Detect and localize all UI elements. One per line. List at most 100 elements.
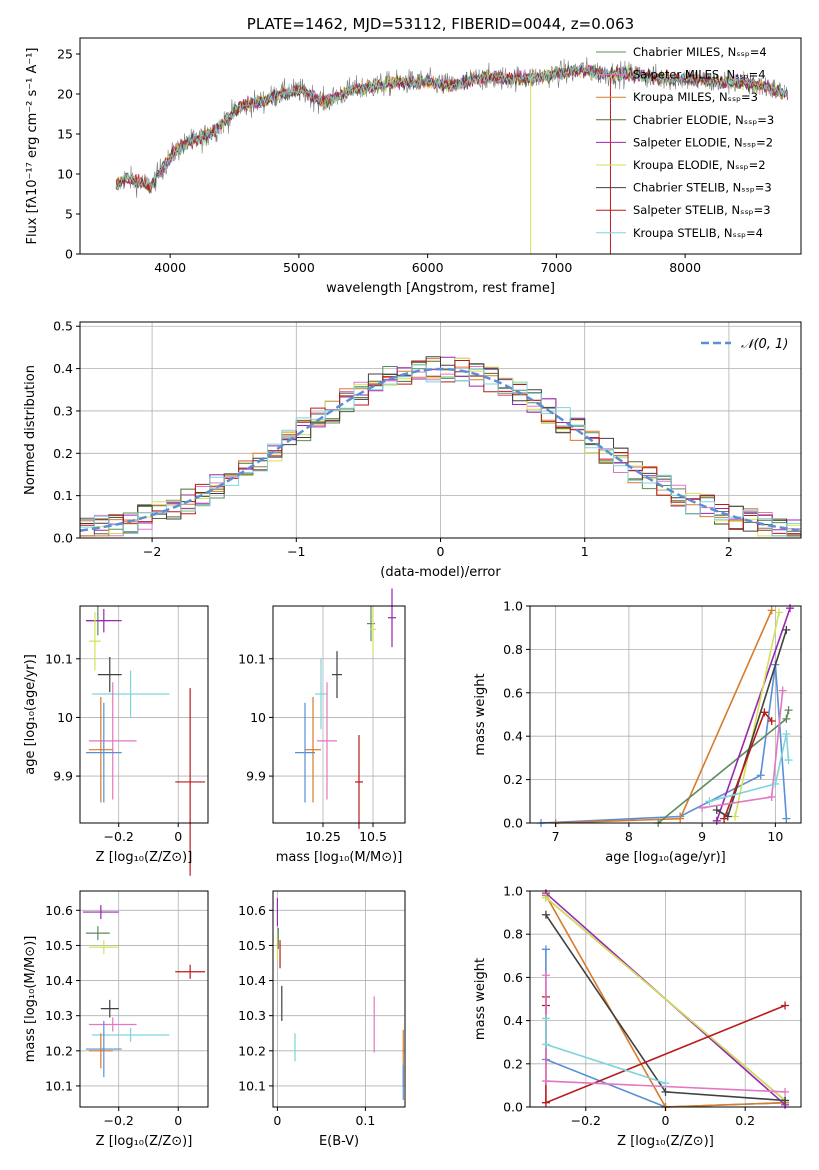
y-tick-label: 0.2 (503, 1056, 523, 1071)
plus-marker (782, 625, 791, 634)
y-axis-label: age [log₁₀(age/yr)] (23, 654, 38, 775)
error-bar-point (88, 611, 101, 671)
y-tick-label: 1.0 (503, 599, 523, 614)
error-bar-point (370, 606, 376, 653)
legend-label: Salpeter ELODIE, Nₛₛₚ=2 (633, 135, 773, 149)
y-tick-label: 10.1 (238, 1078, 266, 1093)
weight-line (540, 664, 788, 824)
plot-area-residuals (79, 356, 802, 537)
y-tick-label: 10.3 (238, 1008, 266, 1023)
x-tick-label: 10.25 (305, 829, 341, 844)
x-axis-label: Z [log₁₀(Z/Z⊙)] (617, 1134, 714, 1149)
x-tick-label: 0.2 (735, 1113, 755, 1128)
error-bar-point (82, 905, 119, 920)
plus-marker (784, 756, 793, 765)
x-axis-label: (data-model)/error (380, 565, 501, 580)
gaussian-line (79, 367, 802, 532)
axes-age_vs_Z: −0.2 0 9.9 10 10.1 Z [log₁₀(Z/Z⊙)] age [log₁₀(… (23, 605, 209, 876)
plus-marker (541, 1014, 550, 1023)
plus-marker (781, 1087, 790, 1096)
error-bar-point (305, 696, 321, 803)
error-bar-point (88, 940, 119, 955)
plot-area-spectrum (115, 57, 789, 254)
error-bar-point (175, 688, 206, 876)
plus-marker (784, 706, 793, 715)
x-tick-label: −1 (287, 544, 305, 559)
y-tick-label: 10.1 (238, 651, 266, 666)
plus-marker (786, 604, 795, 613)
x-tick-label: 5000 (283, 260, 315, 275)
error-bar-point (85, 608, 122, 633)
error-bar-point (85, 1020, 122, 1078)
x-axis-label: Z [log₁₀(Z/Z⊙)] (96, 850, 193, 865)
axes-mass_vs_Z: −0.2 0 10.1 10.2 10.3 10.4 10.5 10.6 Z [log₁₀(Z/… (23, 890, 209, 1149)
x-tick-label: 7000 (540, 260, 572, 275)
weight-line (734, 612, 780, 817)
legend-label: Kroupa MILES, Nₛₛₚ=3 (633, 90, 758, 104)
y-tick-label: 0.0 (53, 531, 73, 546)
x-axis-label: Z [log₁₀(Z/Z⊙)] (96, 1134, 193, 1149)
plus-marker (541, 1098, 550, 1107)
x-tick-label: 10 (767, 829, 783, 844)
plus-marker (756, 771, 765, 780)
x-tick-label: 10.5 (359, 829, 387, 844)
x-tick-label: 7 (552, 829, 560, 844)
error-bar-point (88, 682, 137, 800)
plus-marker (541, 1040, 550, 1049)
plus-marker (541, 910, 550, 919)
y-tick-label: 10.2 (238, 1043, 266, 1058)
y-axis-label: mass weight (473, 673, 488, 755)
plus-marker (782, 714, 791, 723)
x-tick-label: −0.2 (104, 829, 134, 844)
y-tick-label: 15 (57, 127, 73, 142)
y-tick-label: 0.1 (53, 488, 73, 503)
plus-marker (541, 1077, 550, 1086)
plus-marker (778, 686, 787, 695)
legend-label: Kroupa STELIB, Nₛₛₚ=4 (633, 226, 763, 240)
error-bar-point (367, 606, 375, 642)
error-bar-point (317, 682, 337, 800)
y-tick-label: 10 (250, 710, 266, 725)
error-bar-point (97, 657, 122, 693)
y-tick-label: 10.6 (238, 903, 266, 918)
legend-label: Kroupa ELODIE, Nₛₛₚ=2 (633, 158, 766, 172)
error-bar-point (175, 964, 206, 979)
x-tick-label: 8 (625, 829, 633, 844)
y-tick-label: 0.3 (53, 403, 73, 418)
y-tick-label: 0.6 (503, 685, 523, 700)
plus-marker (720, 814, 729, 823)
plus-marker (782, 730, 791, 739)
x-tick-label: 0 (174, 1113, 182, 1128)
y-tick-label: 0 (65, 247, 73, 262)
y-tick-label: 0.4 (503, 729, 523, 744)
x-tick-label: 0 (273, 1113, 281, 1128)
y-tick-label: 20 (57, 87, 73, 102)
y-axis-label: Flux [fλ10⁻¹⁷ erg cm⁻² s⁻¹ A⁻¹] (25, 48, 40, 245)
y-tick-label: 10.4 (238, 973, 266, 988)
weight-line (545, 1018, 666, 1084)
legend: Chabrier MILES, Nₛₛₚ=4 Salpeter MILES, Nₛ… (596, 45, 774, 240)
y-tick-label: 9.9 (246, 769, 266, 784)
axes-frame (79, 605, 209, 824)
axes-frame (79, 37, 802, 255)
x-axis-label: mass [log₁₀(M/M⊙)] (276, 850, 403, 865)
x-tick-label: 6000 (412, 260, 444, 275)
legend-label: Salpeter STELIB, Nₛₛₚ=3 (633, 203, 771, 217)
plus-marker (767, 717, 776, 726)
x-tick-label: 0 (437, 544, 445, 559)
plus-marker (661, 1087, 670, 1096)
plot-area-massweight_vs_Z (541, 889, 790, 1111)
y-tick-label: 10.4 (45, 973, 73, 988)
legend-label: Chabrier MILES, Nₛₛₚ=4 (633, 45, 767, 59)
plot-area-mass_vs_Z (82, 905, 206, 1078)
weight-line (555, 609, 773, 824)
error-bar-point (88, 1033, 113, 1069)
plus-marker (661, 1079, 670, 1088)
axes-massweight_vs_Z: −0.2 0 0.2 0.0 0.2 0.4 0.6 0.8 1.0 Z [log₁₀(Z/Z⊙)… (473, 884, 802, 1149)
plus-marker (767, 606, 776, 615)
plot-area-age_vs_Z (85, 606, 206, 876)
error-bar-point (88, 696, 113, 803)
plus-marker (676, 814, 685, 823)
axes-mass_vs_ebv: 0 0.1 10.1 10.2 10.3 10.4 10.5 10.6 E(B-V) (238, 890, 406, 1149)
error-bar-point (315, 658, 327, 730)
